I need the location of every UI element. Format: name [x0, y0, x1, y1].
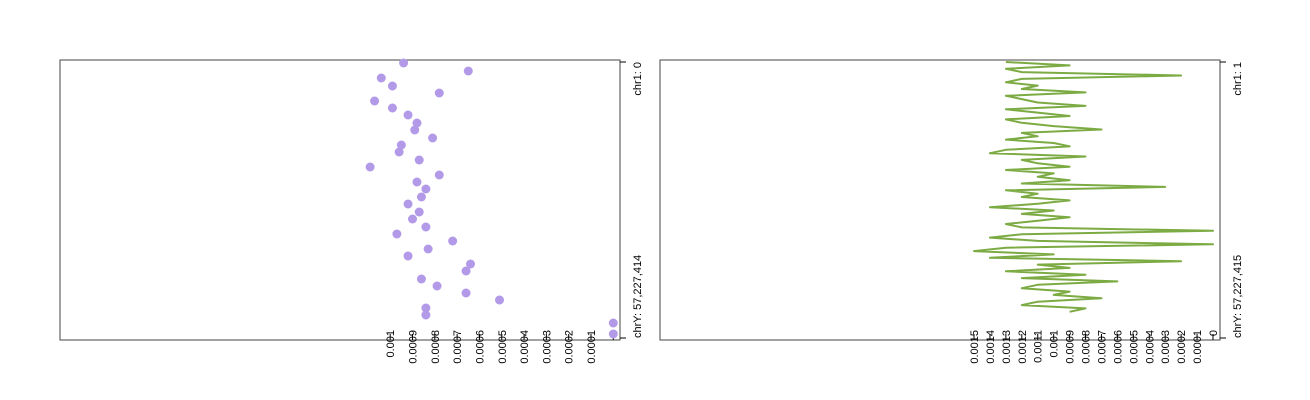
data-point: [466, 259, 476, 269]
data-point: [421, 310, 431, 320]
data-point: [403, 110, 413, 120]
value-tick-label: 0.0012: [1017, 330, 1029, 364]
value-tick-label: 0.0003: [1160, 330, 1172, 364]
track-panel: 0.001 0.0009 0.0008 0.0007 0.0006 0.0005 0.000…: [59, 58, 644, 364]
data-point: [403, 199, 413, 209]
data-point: [421, 184, 431, 194]
value-tick-label: 0.0002: [1176, 330, 1188, 364]
data-point: [370, 96, 380, 106]
value-tick-label: 0.0015: [969, 330, 981, 364]
value-tick-label: 0.0001: [586, 330, 598, 364]
panel-frame: [659, 59, 1221, 341]
data-point: [434, 170, 444, 180]
data-point: [412, 118, 422, 128]
data-point: [365, 162, 375, 172]
value-tick-label: 0.0006: [1112, 330, 1124, 364]
data-line: [973, 61, 1214, 313]
data-point: [461, 266, 471, 276]
data-point: [434, 88, 444, 98]
data-point: [461, 288, 471, 298]
value-tick-label: 0.0006: [474, 330, 486, 364]
data-point: [403, 251, 413, 261]
value-tick-label: 0.0004: [519, 330, 531, 364]
data-point: [392, 229, 402, 239]
panel-frame: [59, 59, 621, 341]
genome-tick-label: chrY: 57,227,414: [632, 255, 644, 338]
data-point: [394, 147, 404, 157]
data-point: [448, 236, 458, 246]
value-tick-label: 0.0009: [1065, 330, 1077, 364]
value-tick-label: 0.0007: [1096, 330, 1108, 364]
track-panel: 0.0015 0.0014 0.0013 0.0012 0.0011 0.001 0.000…: [659, 59, 1244, 364]
value-tick-label: 0.0013: [1001, 330, 1013, 364]
value-tick-label: 0.0004: [1144, 330, 1156, 364]
data-point: [412, 177, 422, 187]
genome-tick-label: chrY: 57,227,415: [1232, 255, 1244, 338]
data-point: [421, 303, 431, 313]
value-tick-label: 0.0009: [408, 330, 420, 364]
data-point: [410, 125, 420, 135]
data-point: [608, 329, 618, 339]
value-tick-label: 0.0003: [541, 330, 553, 364]
value-tick-label: 0.0005: [1128, 330, 1140, 364]
value-tick-label: 0.0005: [497, 330, 509, 364]
data-point: [463, 66, 473, 76]
data-point: [396, 140, 406, 150]
value-tick-label: 0.0001: [1192, 330, 1204, 364]
data-point: [416, 192, 426, 202]
data-point: [408, 214, 418, 224]
genome-tick-label: chr1: 1: [1232, 62, 1244, 96]
value-tick-label: 0.0002: [564, 330, 576, 364]
value-tick-label: 0.0011: [1033, 330, 1045, 363]
genome-tick-label: chr1: 0: [632, 62, 644, 96]
value-tick-label: 0: [1208, 330, 1220, 336]
data-point: [414, 207, 424, 217]
value-tick-label: 0.0014: [985, 330, 997, 364]
data-point: [414, 155, 424, 165]
value-tick-label: 0.0008: [1081, 330, 1093, 364]
data-point: [495, 295, 505, 305]
data-point: [421, 222, 431, 232]
data-point: [376, 73, 386, 83]
data-point: [428, 133, 438, 143]
data-point: [608, 318, 618, 328]
value-tick-label: 0.0008: [430, 330, 442, 364]
value-tick-label: 0.001: [385, 330, 397, 358]
data-point: [432, 281, 442, 291]
data-point: [416, 274, 426, 284]
data-point: [399, 58, 409, 68]
data-point: [387, 81, 397, 91]
value-tick-label: 0.0007: [452, 330, 464, 364]
data-point: [423, 244, 433, 254]
data-point: [387, 103, 397, 113]
value-tick-label: 0.001: [1049, 330, 1061, 358]
